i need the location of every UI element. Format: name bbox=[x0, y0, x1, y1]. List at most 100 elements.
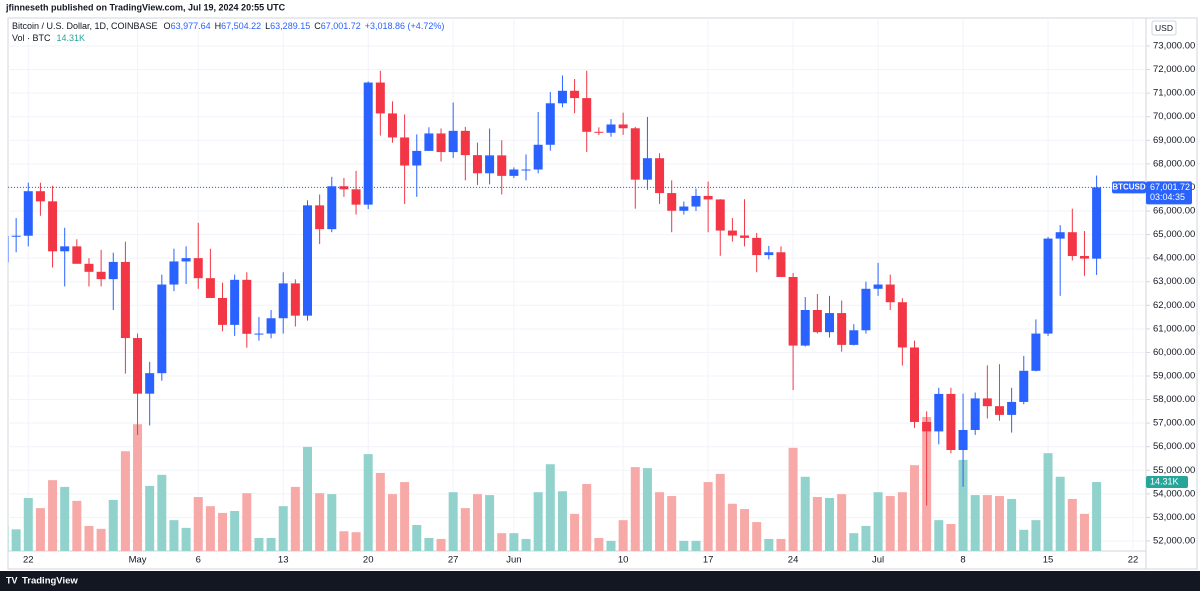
volume-bar bbox=[472, 494, 482, 551]
candle-body bbox=[120, 261, 130, 339]
candle-body bbox=[1019, 370, 1029, 402]
countdown: 03:04:35 bbox=[1150, 192, 1185, 202]
volume-bar bbox=[193, 497, 203, 551]
volume-bar bbox=[982, 495, 992, 551]
candle-body bbox=[667, 193, 677, 211]
volume-bar bbox=[1031, 520, 1041, 551]
y-tick-label: 66,000.00 bbox=[1153, 206, 1195, 217]
volume-bar bbox=[521, 538, 531, 551]
x-tick-label: 17 bbox=[703, 555, 714, 566]
candle-body bbox=[825, 313, 835, 333]
volume-bar bbox=[679, 540, 689, 551]
header: jfinneseth published on TradingView.com,… bbox=[5, 2, 286, 12]
x-tick-label: Jun bbox=[506, 555, 521, 566]
candle-body bbox=[351, 189, 361, 205]
x-tick-label: 6 bbox=[196, 555, 201, 566]
volume-bar bbox=[837, 494, 847, 551]
legend-symbol: Bitcoin / U.S. Dollar, 1D, COINBASE bbox=[12, 21, 158, 31]
candle-body bbox=[181, 258, 191, 262]
x-tick-label: 24 bbox=[788, 555, 799, 566]
volume-bar bbox=[715, 473, 725, 551]
candle-body bbox=[1092, 187, 1102, 259]
y-tick-label: 69,000.00 bbox=[1153, 135, 1195, 146]
candle-body bbox=[897, 302, 907, 348]
candle-body bbox=[205, 278, 215, 298]
candle-body bbox=[424, 133, 434, 151]
volume-bar bbox=[96, 528, 106, 551]
candle-body bbox=[339, 186, 349, 190]
candle-body bbox=[303, 205, 312, 316]
candle-body bbox=[472, 155, 482, 174]
volume-bar bbox=[266, 537, 276, 551]
legend-letter: L bbox=[265, 21, 270, 31]
x-tick-label: 27 bbox=[448, 555, 459, 566]
candle-body bbox=[849, 330, 859, 345]
plot bbox=[8, 70, 1146, 551]
legend-line: Vol · BTC 14.31K bbox=[12, 33, 85, 43]
volume-bar bbox=[400, 482, 410, 551]
volume-bar bbox=[169, 520, 179, 551]
volume-bar bbox=[424, 537, 434, 551]
candle-body bbox=[970, 398, 980, 430]
volume-bar bbox=[375, 472, 385, 551]
candle-body bbox=[35, 191, 45, 202]
candle-body bbox=[1067, 232, 1077, 257]
candle-body bbox=[570, 90, 580, 99]
x-tick-label: 13 bbox=[278, 555, 289, 566]
volume-bar bbox=[970, 495, 980, 551]
legend-volume-title: Vol · BTC bbox=[12, 33, 51, 43]
candle-body bbox=[545, 103, 555, 145]
currency[interactable]: USD bbox=[1155, 23, 1173, 33]
candle-body bbox=[922, 421, 932, 432]
volume-bar bbox=[994, 496, 1004, 551]
volume-bar bbox=[327, 494, 337, 551]
y-tick-label: 73,000.00 bbox=[1153, 41, 1195, 52]
candle-body bbox=[108, 261, 118, 280]
x-tick-label: 15 bbox=[1043, 555, 1054, 566]
candle-body bbox=[691, 195, 701, 207]
volume-bar bbox=[242, 493, 252, 551]
candle-body bbox=[788, 277, 798, 346]
volume-bar bbox=[230, 510, 240, 551]
x-tick-label: 8 bbox=[960, 555, 965, 566]
y-tick-label: 57,000.00 bbox=[1153, 418, 1195, 429]
volume-bar bbox=[181, 527, 191, 551]
candle-body bbox=[8, 235, 9, 263]
volume-bar bbox=[606, 540, 616, 551]
volume-bar bbox=[557, 491, 567, 551]
volume-bar bbox=[727, 503, 737, 551]
candle-body bbox=[145, 373, 155, 394]
volume-bar bbox=[582, 484, 592, 551]
legend-value: 67,504.22 bbox=[221, 21, 261, 31]
candle-body bbox=[557, 90, 567, 104]
volume-bar bbox=[958, 459, 968, 551]
candle-body bbox=[509, 169, 519, 176]
volume-bar bbox=[8, 525, 9, 551]
candle-body bbox=[1031, 333, 1041, 371]
candle-body bbox=[715, 199, 725, 231]
volume-bar bbox=[825, 497, 835, 551]
y-tick-label: 71,000.00 bbox=[1153, 88, 1195, 99]
volume-bar bbox=[740, 509, 750, 551]
volume-bar bbox=[545, 464, 555, 551]
volume-bar bbox=[788, 447, 798, 551]
volume-badge-bg bbox=[1146, 476, 1188, 489]
candle-body bbox=[290, 283, 300, 316]
candle-body bbox=[448, 130, 458, 153]
y-tick-label: 68,000.00 bbox=[1153, 158, 1195, 169]
candle-body bbox=[218, 297, 228, 325]
candle-body bbox=[982, 398, 992, 407]
x-tick-label: May bbox=[129, 555, 147, 566]
volume-badge: 14.31K bbox=[1150, 476, 1179, 486]
volume-bar bbox=[412, 524, 422, 551]
volume-bar bbox=[448, 492, 458, 551]
volume-bar bbox=[691, 540, 701, 551]
volume-bar bbox=[72, 500, 82, 551]
legend-letter: H bbox=[215, 21, 222, 31]
candle-body bbox=[533, 144, 543, 170]
candle-body bbox=[375, 82, 385, 114]
volume-bar bbox=[48, 480, 58, 551]
volume-bar bbox=[363, 454, 373, 551]
currency-button[interactable] bbox=[1151, 20, 1177, 36]
